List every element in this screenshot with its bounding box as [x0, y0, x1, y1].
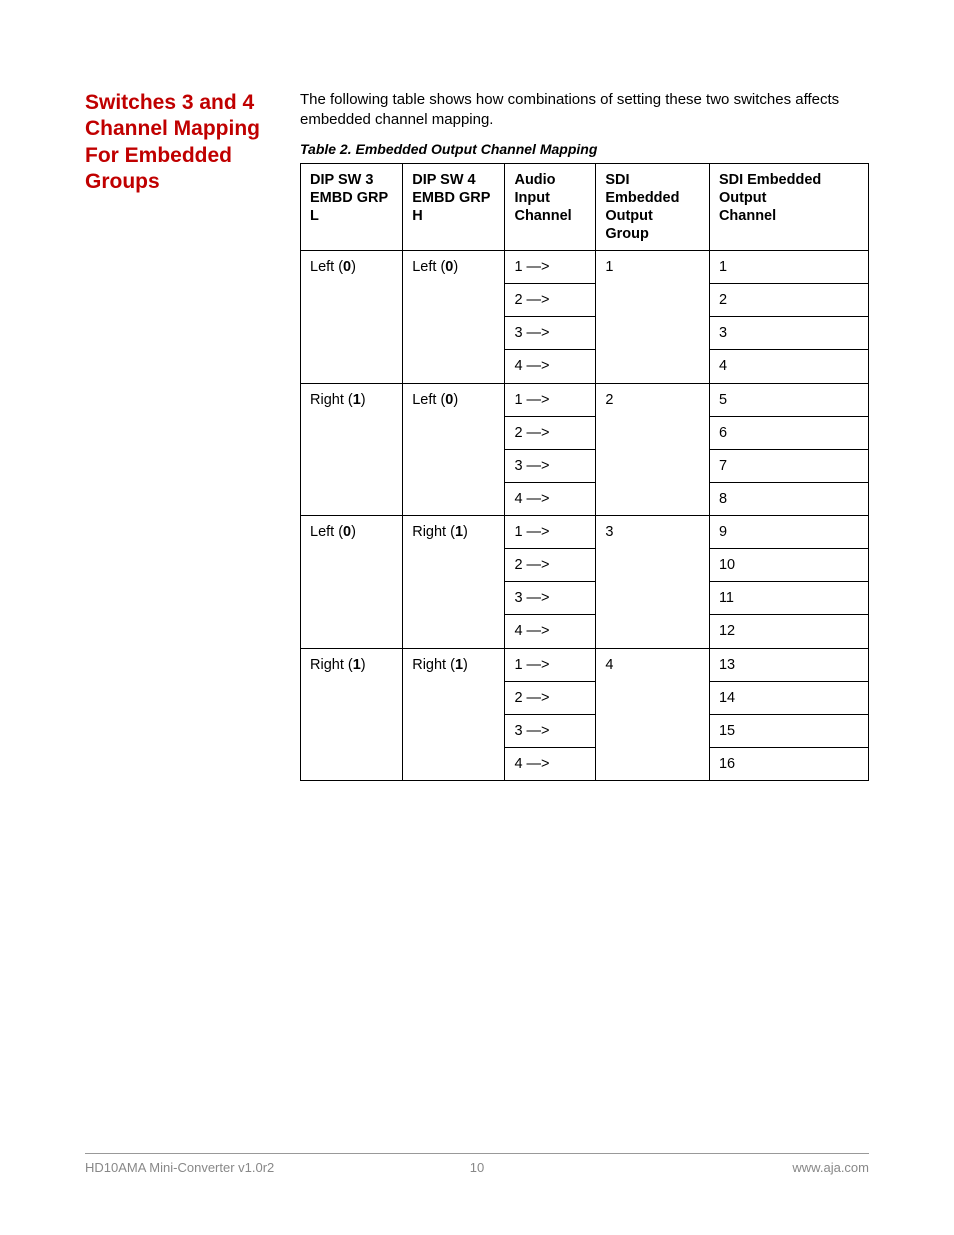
table-caption: Table 2. Embedded Output Channel Mapping — [300, 141, 869, 157]
cell-dip-sw-3: Left (0) — [301, 251, 403, 384]
cell-output-channel: 10 — [709, 549, 868, 582]
footer-divider — [85, 1153, 869, 1154]
cell-audio-input-channel: 1 —> — [505, 251, 596, 284]
cell-output-channel: 16 — [709, 747, 868, 780]
intro-paragraph: The following table shows how combinatio… — [300, 90, 869, 131]
page: Switches 3 and 4 Channel Mapping For Emb… — [0, 0, 954, 1235]
page-footer: HD10AMA Mini-Converter v1.0r2 10 www.aja… — [85, 1153, 869, 1175]
col-header-sdi-embedded-output-channel: SDI EmbeddedOutputChannel — [709, 163, 868, 251]
cell-audio-input-channel: 3 —> — [505, 317, 596, 350]
footer-page-number: 10 — [346, 1160, 607, 1175]
cell-audio-input-channel: 4 —> — [505, 350, 596, 383]
cell-output-channel: 5 — [709, 383, 868, 416]
footer-right-text: www.aja.com — [608, 1160, 869, 1175]
cell-output-channel: 7 — [709, 449, 868, 482]
cell-output-channel: 4 — [709, 350, 868, 383]
cell-dip-sw-4: Right (1) — [403, 516, 505, 649]
table-row: Right (1)Right (1)1 —>413 — [301, 648, 869, 681]
cell-audio-input-channel: 3 —> — [505, 582, 596, 615]
cell-dip-sw-3: Right (1) — [301, 648, 403, 781]
cell-dip-sw-3: Right (1) — [301, 383, 403, 516]
footer-row: HD10AMA Mini-Converter v1.0r2 10 www.aja… — [85, 1160, 869, 1175]
table-row: Left (0)Left (0)1 —>11 — [301, 251, 869, 284]
cell-output-channel: 13 — [709, 648, 868, 681]
cell-dip-sw-4: Left (0) — [403, 251, 505, 384]
cell-audio-input-channel: 2 —> — [505, 549, 596, 582]
cell-audio-input-channel: 1 —> — [505, 648, 596, 681]
cell-output-channel: 2 — [709, 284, 868, 317]
cell-audio-input-channel: 4 —> — [505, 482, 596, 515]
col-header-dip-sw-4: DIP SW 4EMBD GRP H — [403, 163, 505, 251]
cell-audio-input-channel: 1 —> — [505, 516, 596, 549]
cell-audio-input-channel: 2 —> — [505, 416, 596, 449]
cell-output-group: 2 — [596, 383, 710, 516]
cell-audio-input-channel: 4 —> — [505, 615, 596, 648]
cell-output-channel: 14 — [709, 681, 868, 714]
cell-output-channel: 9 — [709, 516, 868, 549]
cell-dip-sw-3: Left (0) — [301, 516, 403, 649]
cell-output-channel: 3 — [709, 317, 868, 350]
cell-output-group: 3 — [596, 516, 710, 649]
col-header-dip-sw-3: DIP SW 3EMBD GRP L — [301, 163, 403, 251]
col-header-sdi-embedded-output-group: SDIEmbeddedOutput Group — [596, 163, 710, 251]
cell-output-channel: 1 — [709, 251, 868, 284]
cell-audio-input-channel: 2 —> — [505, 681, 596, 714]
cell-dip-sw-4: Right (1) — [403, 648, 505, 781]
footer-left-text: HD10AMA Mini-Converter v1.0r2 — [85, 1160, 346, 1175]
cell-output-channel: 8 — [709, 482, 868, 515]
cell-audio-input-channel: 3 —> — [505, 714, 596, 747]
cell-output-channel: 11 — [709, 582, 868, 615]
cell-audio-input-channel: 1 —> — [505, 383, 596, 416]
cell-audio-input-channel: 2 —> — [505, 284, 596, 317]
main-column: The following table shows how combinatio… — [300, 90, 869, 781]
content-row: Switches 3 and 4 Channel Mapping For Emb… — [85, 90, 869, 781]
cell-output-channel: 12 — [709, 615, 868, 648]
cell-output-channel: 15 — [709, 714, 868, 747]
cell-audio-input-channel: 3 —> — [505, 449, 596, 482]
cell-output-channel: 6 — [709, 416, 868, 449]
cell-dip-sw-4: Left (0) — [403, 383, 505, 516]
cell-output-group: 1 — [596, 251, 710, 384]
table-header-row: DIP SW 3EMBD GRP L DIP SW 4EMBD GRP H Au… — [301, 163, 869, 251]
col-header-audio-input-channel: AudioInputChannel — [505, 163, 596, 251]
channel-mapping-table: DIP SW 3EMBD GRP L DIP SW 4EMBD GRP H Au… — [300, 163, 869, 782]
section-heading: Switches 3 and 4 Channel Mapping For Emb… — [85, 90, 280, 195]
table-row: Left (0)Right (1)1 —>39 — [301, 516, 869, 549]
table-row: Right (1)Left (0)1 —>25 — [301, 383, 869, 416]
cell-audio-input-channel: 4 —> — [505, 747, 596, 780]
cell-output-group: 4 — [596, 648, 710, 781]
